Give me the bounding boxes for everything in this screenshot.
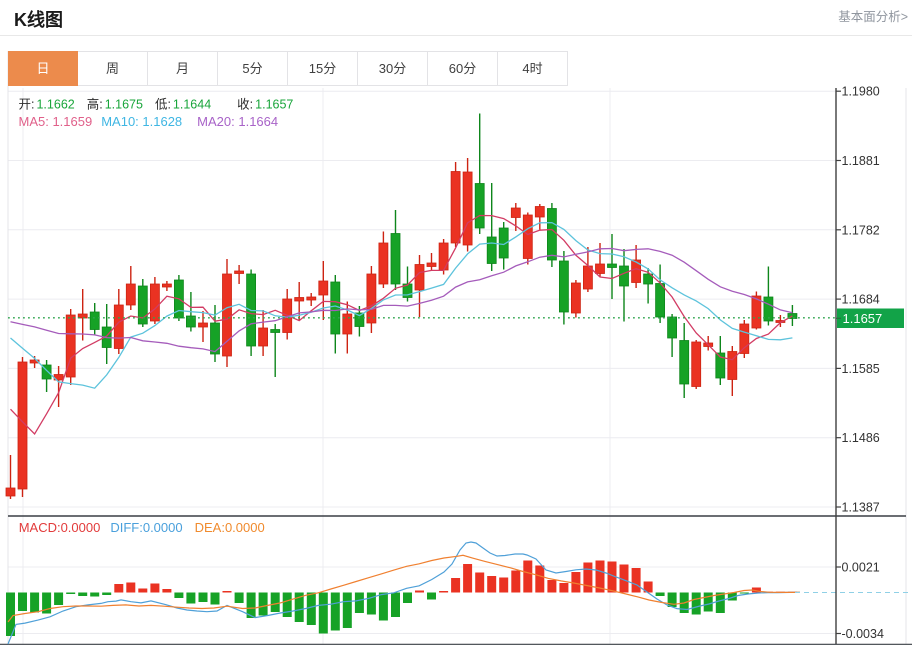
svg-text:1.1980: 1.1980 xyxy=(842,85,880,99)
svg-text:1.1585: 1.1585 xyxy=(842,362,880,376)
svg-text:1.1657: 1.1657 xyxy=(843,311,883,326)
svg-text:1.1782: 1.1782 xyxy=(842,223,880,237)
svg-text:-0.0034: -0.0034 xyxy=(842,627,884,641)
svg-text:0.0021: 0.0021 xyxy=(842,561,880,575)
svg-text:1.1486: 1.1486 xyxy=(842,431,880,445)
svg-text:1.1387: 1.1387 xyxy=(842,501,880,515)
svg-text:1.1881: 1.1881 xyxy=(842,154,880,168)
svg-text:1.1684: 1.1684 xyxy=(842,293,880,307)
